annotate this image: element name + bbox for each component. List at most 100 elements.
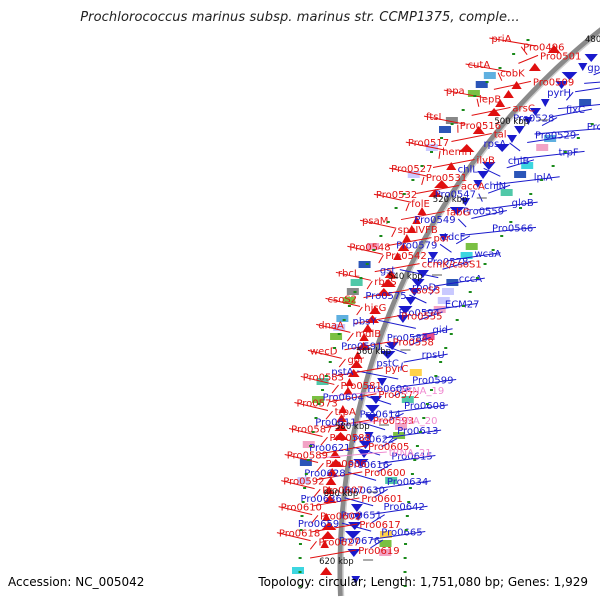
forward-gene-arrow [365,405,380,413]
label-leader [416,185,459,195]
label-leader [383,429,442,439]
reverse-gene-label: tal [494,129,507,140]
tick-dot [590,123,594,125]
reverse-gene-label: rbcS [374,277,396,288]
forward-gene-label: Pro0578 [427,257,468,268]
forward-gene-label: Pro0566 [492,223,533,234]
forward-gene-label: Pro0614 [360,409,401,420]
reverse-gene-arrow [528,63,541,71]
tick-dot [576,137,580,139]
reverse-gene-arrow [428,189,442,197]
feature-category-block [514,171,527,178]
label-leader [366,395,392,405]
tick-dot [403,557,407,559]
feature-category-block [437,297,450,304]
tick-dot [321,389,325,391]
forward-gene-label: lplA [534,173,553,184]
forward-gene-arrow [529,108,541,116]
tick-dot [347,305,351,307]
reverse-gene-label: dnaA [318,320,344,331]
reverse-gene-label: arsC [512,103,534,114]
label-leader [359,219,397,229]
tick-dot [314,417,318,419]
tick-dot [405,515,409,517]
label-leader [313,488,321,498]
tick-dot [429,389,433,391]
reverse-gene-arrow [503,90,514,98]
kbp-tick-label: 600 kbp [324,489,359,499]
label-leader [300,375,335,385]
label-leader [325,410,333,420]
reverse-gene-arrow [332,432,349,440]
label-leader [423,115,465,125]
forward-gene-label: gloB [512,198,534,209]
label-leader [276,532,311,542]
reverse-gene-label: hemH [442,147,472,158]
reverse-gene-label: Pro0542 [385,251,426,262]
forward-gene-arrow [380,351,396,359]
label-leader [387,237,432,247]
feature-category-block [379,549,392,556]
tick-dot [410,473,414,475]
feature-category-block [350,279,363,286]
reverse-gene-label: wecD [310,346,338,357]
reverse-gene-arrow [320,567,333,575]
reverse-gene-label: Pro0610 [281,503,322,514]
reverse-gene-arrow [326,468,338,476]
forward-gene-label: Pro0559 [463,207,504,218]
label-leader [316,462,324,472]
reverse-gene-arrow [397,243,410,251]
kbp-tick-label: 560 kbp [356,347,391,357]
label-leader [324,419,393,427]
forward-gene-label: Pro0604 [323,392,364,403]
kbp-tick-label: 500 kbp [494,117,529,127]
label-leader [310,523,358,533]
tick-dot [418,431,422,433]
forward-gene-label: ECM27 [445,299,480,310]
reverse-gene-arrow [321,513,331,521]
forward-gene-label: Pro0608 [404,401,445,412]
feature-category-block [292,567,305,574]
tick-dot [415,445,419,447]
feature-category-block [407,171,420,178]
label-leader [400,362,403,371]
reverse-gene-arrow [320,531,335,539]
reverse-gene-arrow [325,477,337,485]
label-leader [442,260,472,270]
reverse-gene-arrow [324,486,334,494]
label-leader [373,488,388,498]
feature-category-block [521,162,534,169]
label-leader [338,358,346,368]
forward-gene-arrow [460,198,471,206]
forward-gene-label: rpsU [422,350,445,361]
reverse-gene-label: csoS2 [328,294,358,305]
forward-gene-arrow [411,279,425,287]
tick-dot [403,571,407,573]
reverse-gene-label: Pro0593 [373,416,414,427]
reverse-gene-arrow [353,351,363,359]
reverse-gene-label: Pro0555 [401,312,442,323]
tick-dot [509,221,513,223]
tick-dot [403,585,407,587]
tick-dot [468,291,472,293]
label-leader [353,315,400,325]
label-leader [429,286,439,295]
forward-gene-label: Pro0579 [396,240,437,251]
kbp-tick-label: 540 kbp [388,272,423,282]
forward-gene-arrow [364,414,378,422]
reverse-gene-label: ftsI [426,112,441,123]
label-leader [366,280,373,290]
feature-category-block [409,369,422,376]
label-leader [325,297,361,307]
label-leader [370,539,384,549]
forward-gene-arrow [398,306,413,314]
tick-dot [328,361,332,363]
feature-category-block [343,297,356,304]
forward-gene-label: Pro0549 [414,215,455,226]
feature-category-block [401,396,414,403]
reverse-gene-label: rbcL [338,268,360,279]
label-leader [320,436,328,446]
label-leader [584,81,600,84]
forward-gene-label: Pro0651 [341,511,382,522]
tick-dot [317,403,321,405]
